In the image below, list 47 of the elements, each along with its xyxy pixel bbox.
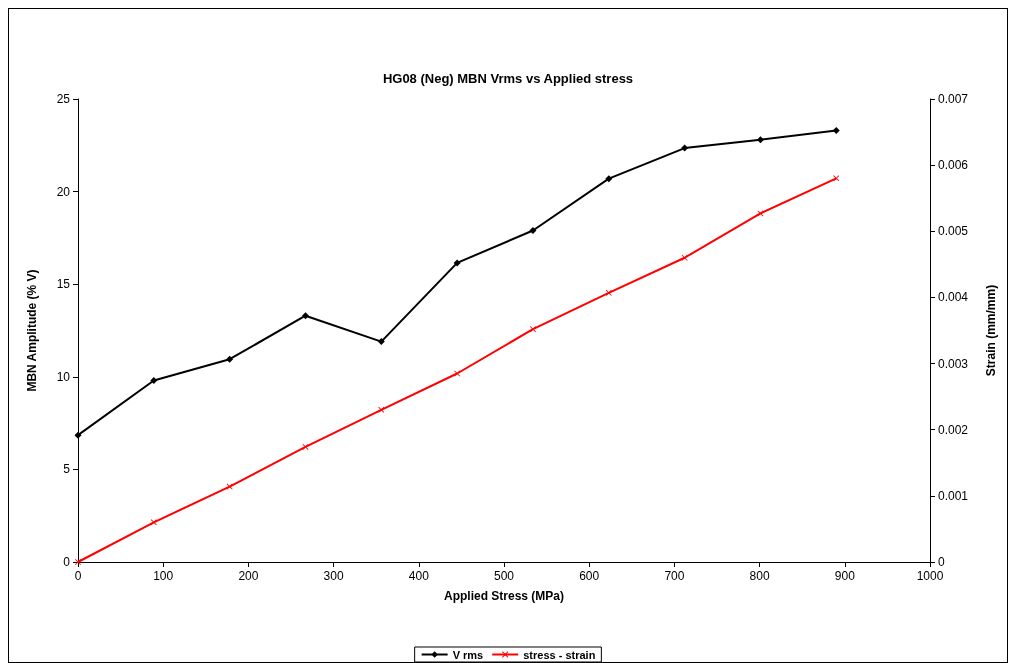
- x-axis-title: Applied Stress (MPa): [443, 589, 565, 603]
- point: [74, 431, 82, 439]
- x-tick-label: 700: [664, 569, 685, 583]
- y-tick-label: 15: [56, 277, 71, 292]
- point: [378, 406, 385, 413]
- y2-tick-label: 0.002: [938, 422, 969, 437]
- y2-tick-label: 0.005: [938, 224, 969, 239]
- x-tick-label: 200: [238, 569, 259, 583]
- point: [150, 519, 157, 526]
- x-tick-label: 400: [408, 569, 430, 583]
- y2-tick-label: 0.001: [938, 488, 969, 503]
- point: [681, 144, 689, 152]
- chart-title: HG08 (Neg) MBN Vrms vs Applied stress: [382, 71, 634, 86]
- x-tick-label: 0: [74, 569, 82, 583]
- legend-label: V rms: [452, 648, 484, 661]
- x-tick-label: 600: [579, 569, 600, 583]
- point: [150, 377, 158, 384]
- point: [377, 338, 385, 346]
- point: [756, 136, 764, 144]
- point: [529, 326, 536, 333]
- x-tick-label: 500: [493, 569, 515, 583]
- y-tick-label: 10: [56, 369, 71, 384]
- y-tick-label: 25: [56, 92, 71, 106]
- y-tick-label: 5: [63, 462, 71, 477]
- point: [832, 126, 840, 134]
- y2-tick-label: 0.006: [938, 158, 969, 173]
- x-tick-label: 800: [749, 569, 770, 583]
- y2-tick-label: 0: [938, 555, 945, 569]
- point: [529, 226, 537, 234]
- point: [453, 259, 461, 267]
- y-axis-title: MBN Amplitude (% V): [25, 269, 39, 392]
- point: [605, 175, 613, 183]
- y2-tick-label: 0.007: [938, 92, 969, 106]
- point: [605, 289, 612, 296]
- y2-tick-label: 0.003: [938, 356, 969, 371]
- point: [301, 312, 309, 320]
- x-tick-label: 1000: [916, 569, 944, 583]
- legend-label: stress - strain: [523, 648, 596, 661]
- x-tick-label: 900: [834, 569, 856, 583]
- point: [226, 355, 234, 363]
- y-tick-label: 20: [56, 184, 71, 199]
- x-tick-label: 100: [153, 569, 174, 583]
- y2-axis-title: Strain (mm/mm): [984, 284, 998, 377]
- x-tick-label: 300: [323, 569, 344, 583]
- y2-tick-label: 0.004: [938, 290, 969, 305]
- y-tick-label: 0: [63, 555, 71, 569]
- point: [302, 443, 309, 450]
